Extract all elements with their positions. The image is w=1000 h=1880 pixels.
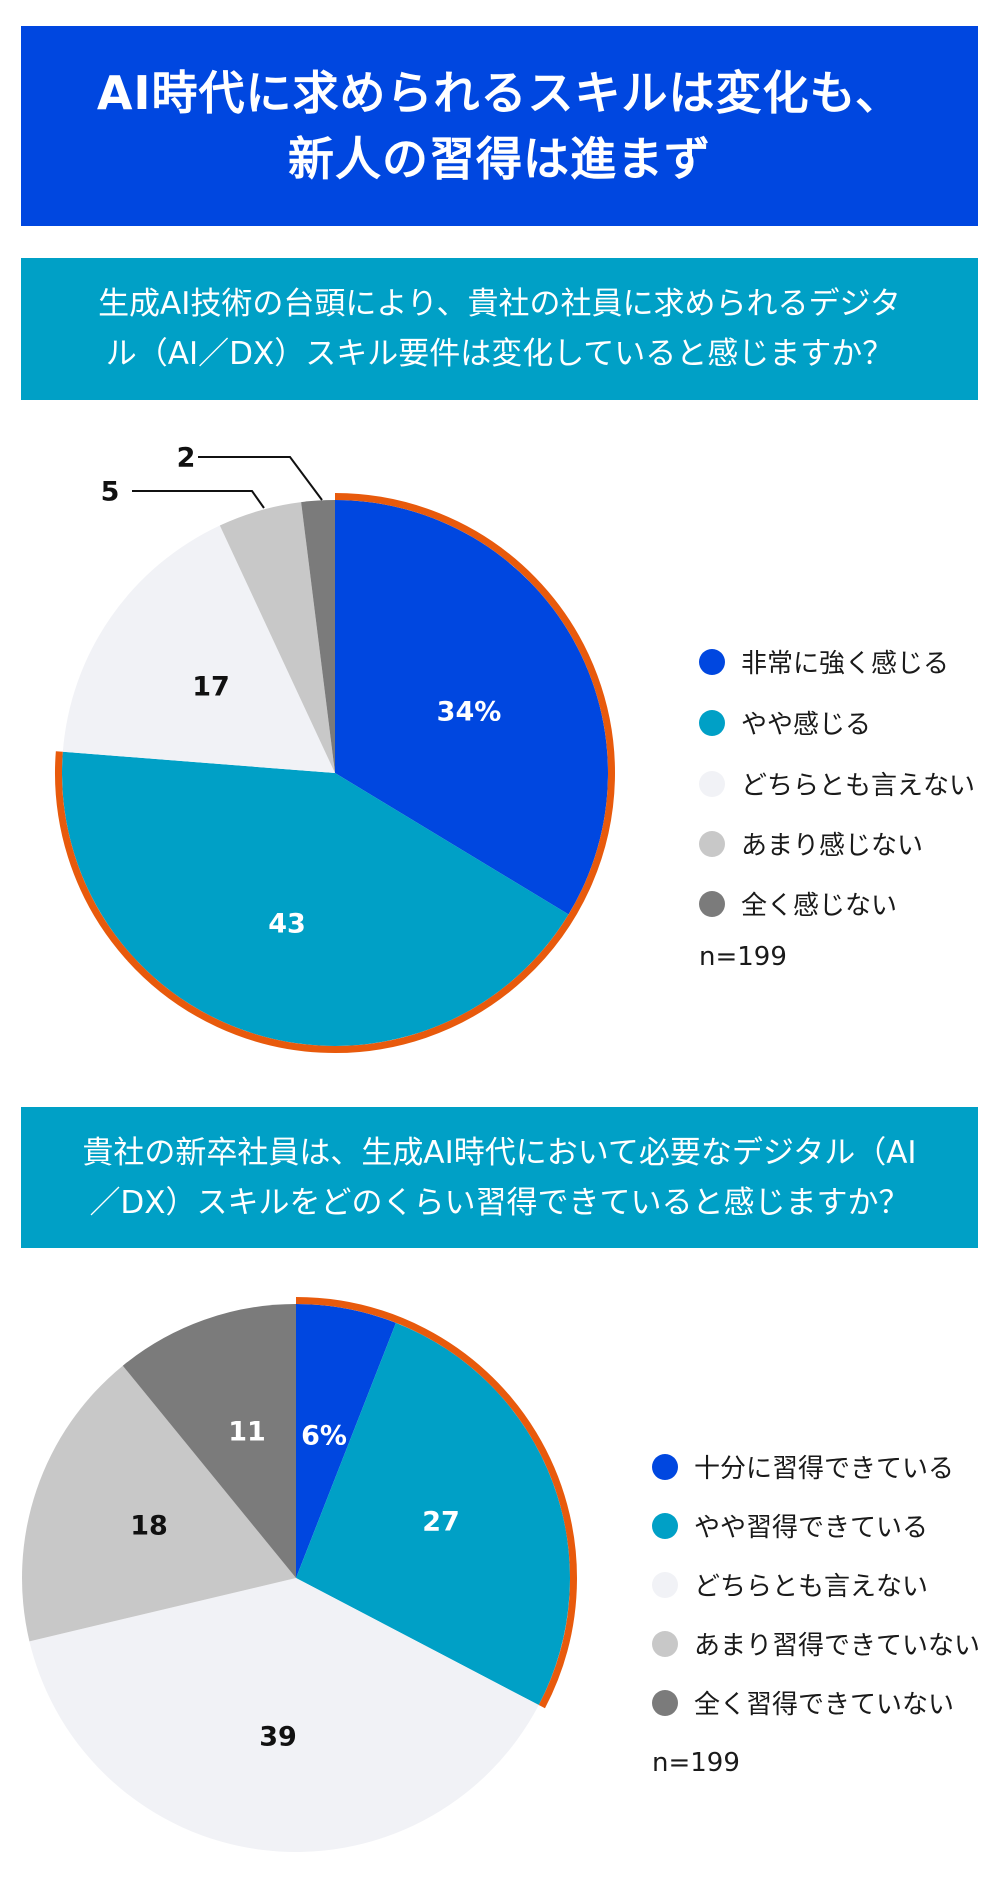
- legend-1-label: どちらとも言えない: [741, 771, 976, 801]
- legend-2-item-somewhat: やや習得できている: [652, 1507, 928, 1544]
- legend-2-item-not-much: あまり習得できていない: [652, 1625, 980, 1662]
- legend-dot-icon: [699, 709, 725, 736]
- leader-line-5: [132, 490, 265, 509]
- pie-slice: [29, 1578, 539, 1852]
- question-2-banner: 貴社の新卒社員は、生成AI時代において必要なデジタル（AI ／DX）スキルをどの…: [21, 1107, 978, 1248]
- pie-slice: [61, 751, 569, 1046]
- legend-2-label: やや習得できている: [694, 1513, 929, 1543]
- legend-dot-icon: [699, 830, 725, 857]
- legend-1-item-strong: 非常に強く感じる: [699, 643, 949, 680]
- legend-dot-icon: [699, 648, 725, 675]
- legend-2-sample-size: n=199: [652, 1748, 740, 1778]
- legend-2-label: あまり習得できていない: [694, 1631, 981, 1661]
- pie-slice: [301, 500, 335, 773]
- pie-slice: [335, 500, 609, 915]
- legend-2-label: 十分に習得できている: [694, 1454, 955, 1484]
- legend-dot-icon: [652, 1571, 678, 1598]
- legend-1-label: 全く感じない: [741, 891, 898, 921]
- pie-1-label-somewhat: 43: [268, 909, 306, 940]
- legend-2-item-not-at-all: 全く習得できていない: [652, 1684, 954, 1721]
- pie-2-label-neutral: 39: [259, 1722, 297, 1753]
- legend-1-item-not-at-all: 全く感じない: [699, 885, 897, 922]
- legend-2-item-neutral: どちらとも言えない: [652, 1566, 928, 1603]
- pie-slice: [22, 1365, 297, 1642]
- legend-2-label: どちらとも言えない: [694, 1572, 929, 1602]
- pie-1-label-not-at-all: 2: [177, 443, 196, 474]
- pie-slice: [296, 1322, 570, 1706]
- question-1-banner: 生成AI技術の台頭により、貴社の社員に求められるデジタ ル（AI／DX）スキル要…: [21, 258, 978, 400]
- pie-slice: [122, 1304, 296, 1578]
- leader-line-2: [198, 456, 323, 501]
- legend-1-label: やや感じる: [741, 710, 872, 740]
- legend-dot-icon: [652, 1512, 678, 1539]
- pie-slice: [296, 1304, 396, 1578]
- title-line-1: AI時代に求められるスキルは変化も、: [96, 66, 903, 120]
- legend-1-sample-size: n=199: [699, 942, 787, 972]
- legend-dot-icon: [652, 1630, 678, 1657]
- pie-1-label-not-much: 5: [101, 477, 120, 508]
- question-2-line-1: 貴社の新卒社員は、生成AI時代において必要なデジタル（AI: [82, 1134, 917, 1171]
- legend-1-label: 非常に強く感じる: [741, 649, 950, 679]
- question-1-line-1: 生成AI技術の台頭により、貴社の社員に求められるデジタ: [98, 286, 901, 322]
- legend-dot-icon: [699, 890, 725, 917]
- pie-1-highlight-ring: [55, 493, 615, 1053]
- pie-slice: [62, 525, 336, 773]
- title-line-2: 新人の習得は進まず: [288, 132, 711, 186]
- legend-1-item-not-much: あまり感じない: [699, 825, 923, 862]
- legend-dot-icon: [652, 1453, 678, 1480]
- pie-2-label-somewhat: 27: [422, 1507, 460, 1538]
- question-1-line-2: ル（AI／DX）スキル要件は変化していると感じますか？: [105, 336, 894, 372]
- legend-2-item-fully: 十分に習得できている: [652, 1448, 954, 1485]
- pie-1-label-strong: 34%: [437, 697, 502, 728]
- pie-1-label-neutral: 17: [192, 672, 230, 703]
- question-2-line-2: ／DX）スキルをどのくらい習得できていると感じますか？: [89, 1184, 910, 1221]
- pie-2-highlight-ring: [295, 1297, 577, 1709]
- legend-2-label: 全く習得できていない: [694, 1690, 955, 1720]
- legend-1-label: あまり感じない: [741, 831, 924, 861]
- pie-2-slices: [22, 1304, 570, 1852]
- pie-slice: [219, 502, 335, 773]
- title-banner: AI時代に求められるスキルは変化も、 新人の習得は進まず: [21, 26, 978, 226]
- pie-2-label-fully: 6%: [301, 1421, 347, 1452]
- legend-1-item-neutral: どちらとも言えない: [699, 765, 975, 802]
- legend-dot-icon: [652, 1689, 678, 1716]
- pie-2-label-not-at-all: 11: [228, 1417, 266, 1448]
- pie-1-slices: [61, 500, 609, 1046]
- legend-1-item-somewhat: やや感じる: [699, 704, 871, 741]
- legend-dot-icon: [699, 770, 725, 797]
- pie-2-label-not-much: 18: [130, 1511, 168, 1542]
